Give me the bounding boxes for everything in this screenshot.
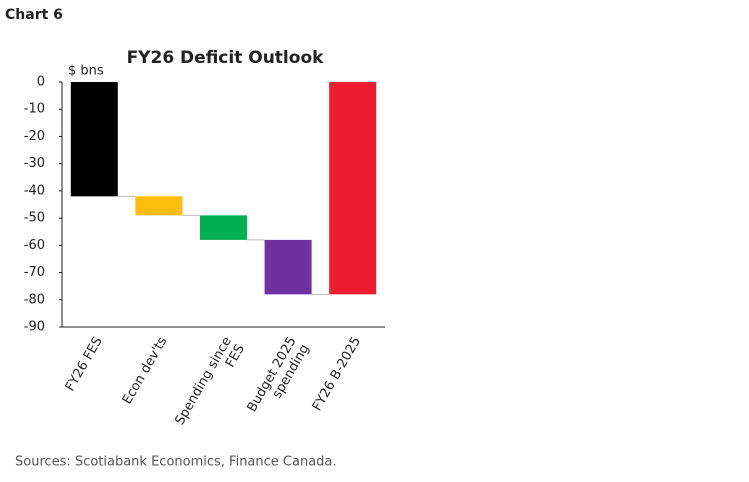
y-tick-label: -20 — [24, 129, 45, 144]
chart-label: Chart 6 — [5, 7, 63, 23]
bar — [264, 239, 312, 295]
y-tick-label: 0 — [37, 75, 45, 90]
y-tick-label: -30 — [24, 156, 45, 171]
bar — [329, 82, 377, 295]
bar — [135, 196, 183, 216]
bar — [70, 82, 118, 197]
chart-title: FY26 Deficit Outlook — [127, 48, 325, 68]
y-tick-label: -80 — [24, 292, 45, 307]
bar — [200, 215, 247, 240]
y-tick-label: -70 — [24, 265, 45, 280]
y-tick-label: -40 — [24, 183, 45, 198]
y-tick-label: -50 — [24, 211, 45, 226]
y-tick-label: -60 — [24, 238, 45, 253]
y-tick-label: -90 — [24, 320, 45, 335]
y-axis-label: $ bns — [68, 64, 104, 79]
y-tick-label: -10 — [24, 102, 45, 117]
source-note: Sources: Scotiabank Economics, Finance C… — [15, 455, 337, 470]
